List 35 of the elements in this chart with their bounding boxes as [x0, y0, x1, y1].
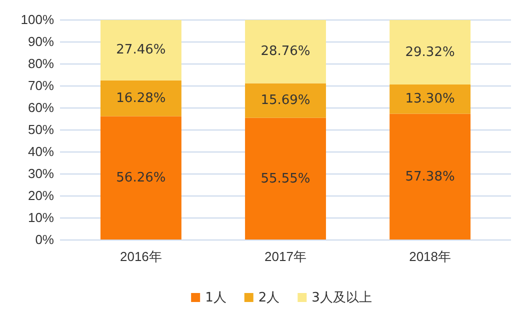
- data-label: 13.30%: [405, 92, 455, 107]
- legend-label: 2人: [258, 290, 280, 306]
- bar: [245, 20, 326, 84]
- bar: [245, 118, 326, 240]
- legend-label: 3人及以上: [312, 290, 372, 306]
- bar: [390, 114, 471, 240]
- data-label: 15.69%: [260, 93, 310, 108]
- y-tick-label: 50%: [28, 122, 54, 138]
- y-tick-label: 30%: [28, 166, 54, 182]
- x-tick-label: 2017年: [264, 249, 306, 264]
- y-tick-label: 10%: [28, 210, 54, 226]
- bar: [100, 116, 182, 240]
- legend-label: 1人: [205, 290, 226, 306]
- y-tick-label: 0%: [35, 232, 54, 248]
- y-tick-label: 60%: [28, 100, 54, 116]
- data-label: 29.32%: [405, 44, 455, 60]
- y-tick-label: 100%: [20, 12, 54, 28]
- data-label: 57.38%: [405, 169, 455, 184]
- data-label: 16.28%: [116, 90, 166, 106]
- data-label: 55.55%: [260, 171, 310, 186]
- y-tick-label: 40%: [28, 144, 54, 160]
- y-tick-label: 80%: [28, 56, 54, 72]
- y-tick-label: 20%: [28, 188, 54, 204]
- bar: [100, 20, 182, 80]
- y-tick-label: 70%: [28, 78, 54, 94]
- data-label: 27.46%: [116, 42, 166, 58]
- x-tick-label: 2018年: [409, 249, 452, 264]
- bar: [390, 20, 471, 85]
- y-tick-label: 90%: [28, 34, 54, 50]
- data-label: 56.26%: [116, 170, 166, 186]
- bar: [390, 84, 471, 114]
- x-tick-label: 2016年: [120, 249, 162, 264]
- bar: [100, 80, 182, 116]
- data-label: 28.76%: [260, 44, 310, 60]
- bar: [245, 83, 326, 118]
